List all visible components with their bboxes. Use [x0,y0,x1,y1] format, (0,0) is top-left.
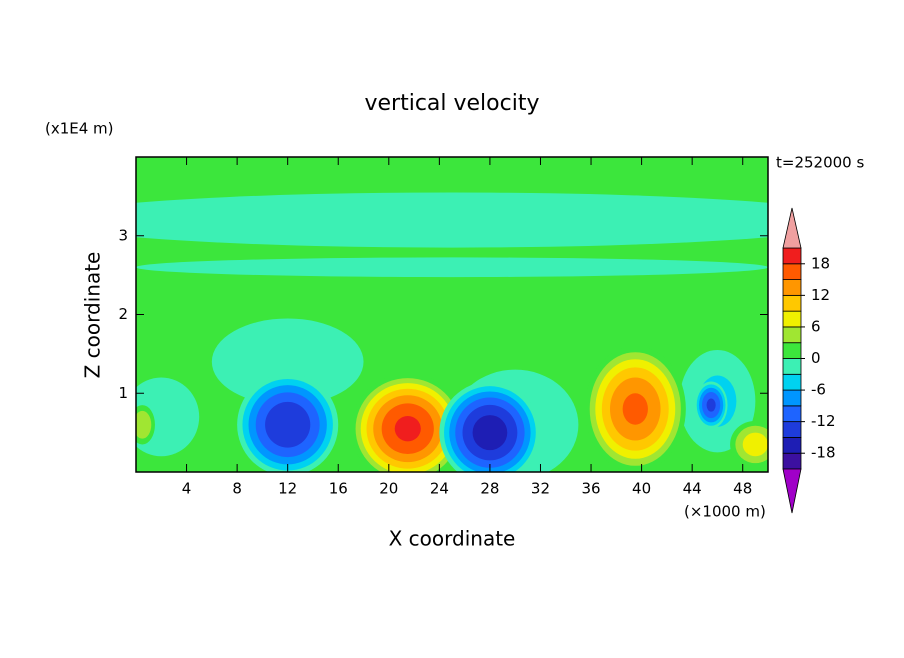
x-tick-label: 24 [430,480,449,498]
contour-band [136,377,200,457]
colorbar-extend-high [782,207,802,249]
colorbar-box [782,279,802,296]
contour-band [136,410,152,439]
contour-field [136,157,768,472]
colorbar-box [782,326,802,344]
contour-band [706,398,716,412]
x-tick-label: 20 [379,480,398,498]
colorbar-extend-low [782,468,802,514]
colorbar-tick-label: -12 [811,412,836,430]
contour-band [622,393,648,425]
y-axis-label: Z coordinate [81,252,105,379]
y-tick-label: 3 [118,226,128,244]
colorbar-box [782,405,802,423]
contour-band [265,401,311,448]
x-tick-label: 8 [232,480,242,498]
y-tick-label: 2 [118,305,128,323]
chart-title: vertical velocity [364,91,539,116]
colorbar-box [782,294,802,312]
colorbar-box [782,389,802,407]
colorbar-box [782,452,802,470]
time-label: t=252000 s [776,154,864,172]
colorbar-box [782,437,802,454]
colorbar-tick-label: 12 [811,286,830,304]
x-unit: (×1000 m) [684,503,766,521]
x-tick-label: 36 [581,480,600,498]
colorbar-tick-label: 0 [811,349,821,367]
contour-band [472,415,508,451]
contour-band [742,432,768,457]
x-tick-label: 16 [329,480,348,498]
x-axis-label: X coordinate [389,527,516,551]
x-tick-label: 12 [278,480,297,498]
y-unit: (x1E4 m) [45,120,114,138]
colorbar-tick-label: 18 [811,254,830,272]
colorbar-box [782,263,802,280]
colorbar-box [782,247,802,265]
colorbar-box [782,421,802,438]
colorbar-box [782,342,802,359]
x-tick-label: 48 [733,480,752,498]
y-tick-label: 1 [118,384,128,402]
x-tick-label: 32 [531,480,550,498]
colorbar-tick-label: -18 [811,444,836,462]
colorbar-box [782,373,802,391]
x-tick-label: 40 [632,480,651,498]
contour-band [136,192,768,248]
colorbar-box [782,358,802,375]
contour-band [136,257,768,278]
colorbar-tick-label: 6 [811,317,821,335]
colorbar-box [782,310,802,328]
contour-band [211,318,364,406]
x-tick-label: 4 [182,480,192,498]
contour-band [394,416,421,442]
x-tick-label: 44 [683,480,702,498]
colorbar-tick-label: -6 [811,381,826,399]
x-tick-label: 28 [480,480,499,498]
